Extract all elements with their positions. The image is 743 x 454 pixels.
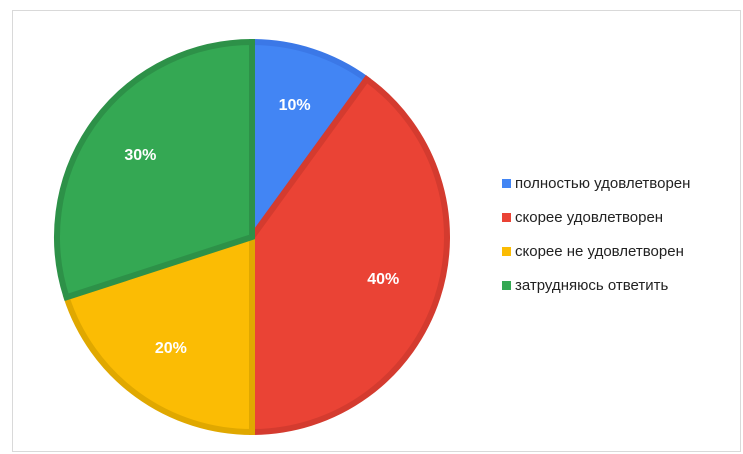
legend: полностью удовлетворен скорее удовлетвор… xyxy=(502,175,690,311)
legend-item: скорее не удовлетворен xyxy=(502,242,690,260)
pie-slice xyxy=(249,38,371,247)
pie-data-labels: 10% 40% 20% 30% xyxy=(124,97,399,357)
pie-slice xyxy=(62,232,255,436)
slice-value-label: 10% xyxy=(279,97,311,114)
legend-label: скорее удовлетворен xyxy=(515,208,664,226)
legend-swatch xyxy=(502,178,511,188)
legend-item: затрудняюсь ответить xyxy=(502,276,690,294)
legend-item: полностью удовлетворен xyxy=(502,174,691,192)
legend-item: скорее удовлетворен xyxy=(502,208,690,226)
legend-swatch xyxy=(502,246,511,256)
slice-value-label: 40% xyxy=(367,271,399,288)
legend-label: затрудняюсь ответить xyxy=(515,276,669,294)
slice-value-label: 30% xyxy=(124,147,156,164)
legend-swatch xyxy=(502,212,511,222)
legend-label: скорее не удовлетворен xyxy=(515,242,684,260)
slice-value-label: 20% xyxy=(155,340,187,357)
pie-slice xyxy=(54,38,255,302)
pie-slices xyxy=(54,38,450,436)
legend-label: полностью удовлетворен xyxy=(515,174,691,192)
legend-swatch xyxy=(502,280,511,290)
pie-slice xyxy=(249,75,450,436)
